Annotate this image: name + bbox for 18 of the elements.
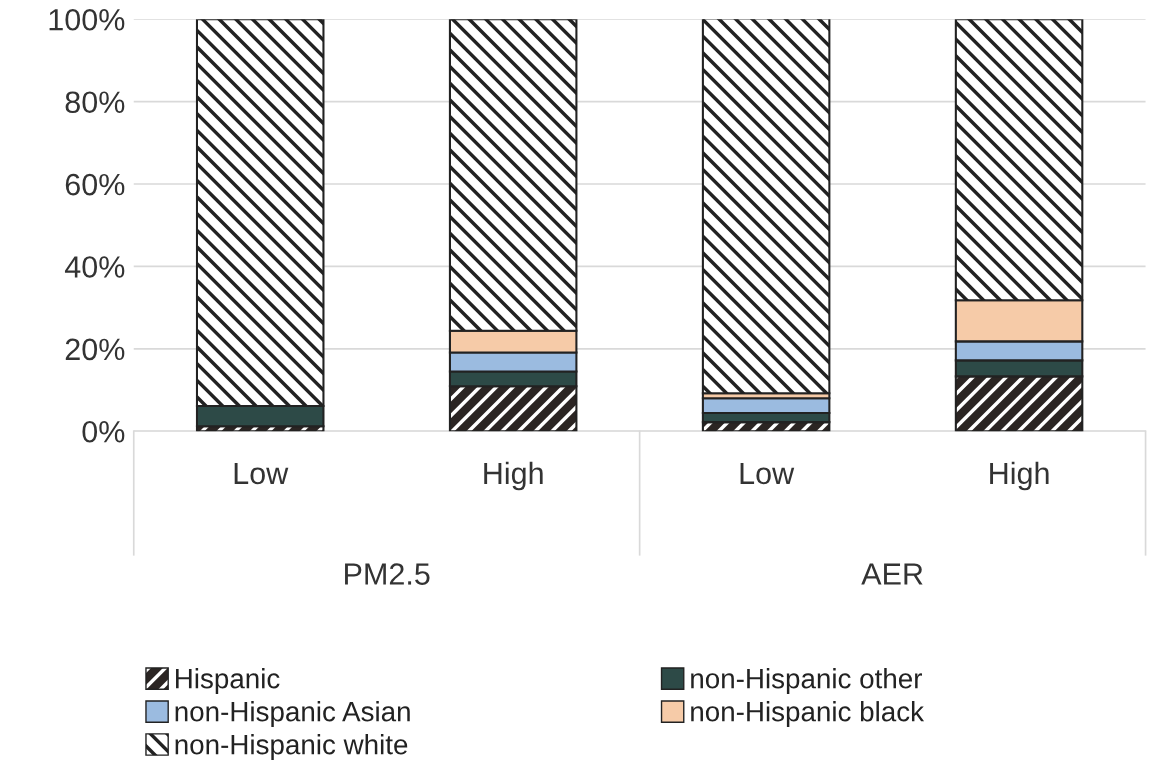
y-tick-label: 100% xyxy=(49,8,125,31)
y-tick-label: 40% xyxy=(64,256,125,278)
y-tick-label: 80% xyxy=(65,91,125,114)
legend-label: non-Hispanic white xyxy=(175,734,408,760)
legend-label: non-Hispanic black xyxy=(691,701,925,727)
x-tick-label: High xyxy=(990,461,1049,491)
y-tick-label: 0% xyxy=(82,420,125,443)
y-tick-label: 20% xyxy=(65,338,125,361)
x-tick-label: High xyxy=(484,461,543,491)
legend-label: Hispanic xyxy=(176,668,280,694)
y-tick-label: 60% xyxy=(65,173,125,196)
legend-label: non-Hispanic Asian xyxy=(175,701,410,727)
text: AER xyxy=(861,563,923,585)
bar xyxy=(701,19,831,395)
legend-label: non-Hispanic other xyxy=(691,668,923,694)
text: PM2.5 xyxy=(345,563,430,585)
x-tick-label: Low xyxy=(740,462,795,485)
x-tick-label: Low xyxy=(234,462,289,485)
